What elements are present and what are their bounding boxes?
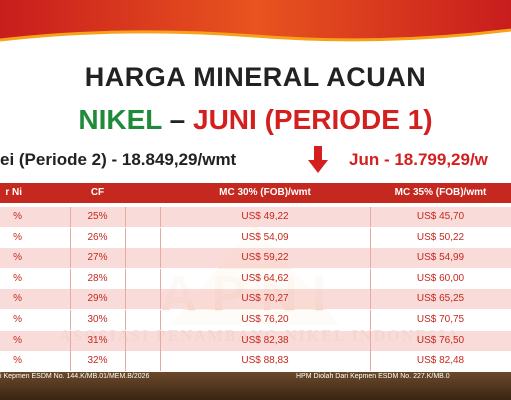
table-row: % 30% US$ 76,20 US$ 70,75 — [0, 310, 511, 330]
column-separator — [160, 310, 161, 330]
column-separator — [370, 207, 371, 227]
table-row: % 26% US$ 54,09 US$ 50,22 — [0, 227, 511, 248]
column-separator — [160, 289, 161, 310]
table-cell: 29% — [87, 293, 108, 305]
table-row: % 32% US$ 88,83 US$ 82,48 — [0, 351, 511, 372]
column-separator — [370, 227, 371, 248]
column-separator — [370, 310, 371, 330]
column-separator — [70, 207, 71, 227]
column-header: MC 35% (FOB)/wmt — [394, 187, 487, 198]
column-separator — [125, 351, 126, 372]
table-cell: US$ 50,22 — [416, 231, 465, 243]
table-cell: % — [13, 211, 22, 222]
table-cell: % — [13, 272, 22, 284]
column-separator — [160, 330, 161, 351]
column-header: CF — [90, 187, 105, 198]
table-cell: US$ 76,20 — [241, 314, 289, 325]
table-cell: US$ 54,99 — [416, 252, 465, 264]
table-cell: US$ 70,27 — [241, 293, 289, 305]
column-header: MC 30% (FOB)/wmt — [219, 187, 311, 198]
table-row: % 31% US$ 82,38 US$ 76,50 — [0, 330, 511, 351]
column-separator — [160, 207, 161, 227]
column-separator — [125, 248, 126, 269]
column-separator — [370, 289, 371, 310]
table-row: % 29% US$ 70,27 US$ 65,25 — [0, 289, 511, 310]
table-row: % 28% US$ 64,62 US$ 60,00 — [0, 268, 511, 289]
top-band — [0, 0, 511, 42]
table-cell: 32% — [87, 355, 108, 367]
table-cell: % — [13, 355, 22, 367]
table-cell: % — [13, 314, 22, 325]
table-cell: 26% — [87, 231, 108, 243]
column-separator — [70, 330, 71, 351]
column-separator — [125, 289, 126, 310]
table-cell: 25% — [87, 211, 108, 222]
column-separator — [70, 268, 71, 289]
table-cell: US$ 76,50 — [416, 334, 465, 346]
current-price: Jun - 18.799,29/w — [349, 150, 488, 169]
table-cell: US$ 45,70 — [416, 211, 465, 222]
column-separator — [370, 351, 371, 372]
subtitle-red: JUNI (PERIODE 1) — [193, 104, 433, 135]
table-cell: US$ 59,22 — [241, 252, 289, 264]
column-separator — [125, 330, 126, 351]
column-header: r Ni — [5, 187, 22, 198]
subtitle: NIKEL – JUNI (PERIODE 1) — [0, 104, 511, 136]
column-separator — [125, 310, 126, 330]
column-separator — [125, 207, 126, 227]
column-separator — [125, 268, 126, 289]
footer-left: i Kepmen ESDM No. 144.K/MB.01/MEM.B/2026 — [0, 373, 150, 380]
column-separator — [70, 351, 71, 372]
down-arrow — [308, 146, 328, 173]
table-cell: US$ 49,22 — [241, 211, 289, 222]
table-cell: US$ 82,48 — [416, 355, 465, 367]
column-separator — [160, 248, 161, 269]
table-cell: US$ 54,09 — [241, 231, 289, 243]
table-cell: US$ 82,38 — [241, 334, 289, 346]
table-cell: % — [13, 293, 22, 305]
table-row: % 25% US$ 49,22 US$ 45,70 — [0, 207, 511, 227]
footer-band — [0, 372, 511, 400]
column-separator — [70, 248, 71, 269]
column-separator — [70, 289, 71, 310]
column-separator — [370, 268, 371, 289]
table-cell: US$ 70,75 — [416, 314, 465, 325]
table-cell: 28% — [87, 272, 108, 284]
column-separator — [370, 248, 371, 269]
subtitle-green: NIKEL — [78, 104, 162, 135]
footer-right: HPM Diolah Dari Kepmen ESDM No. 227.K/MB… — [296, 373, 450, 380]
previous-price: ei (Periode 2) - 18.849,29/wmt — [0, 150, 237, 169]
column-separator — [70, 227, 71, 248]
table-row: % 27% US$ 59,22 US$ 54,99 — [0, 248, 511, 269]
table-cell: 27% — [87, 252, 108, 264]
column-separator — [160, 227, 161, 248]
table-cell: % — [13, 334, 22, 346]
column-separator — [125, 227, 126, 248]
table-cell: US$ 88,83 — [241, 355, 289, 367]
table-cell: US$ 60,00 — [416, 272, 465, 284]
table-cell: % — [13, 252, 22, 264]
column-separator — [370, 330, 371, 351]
table-cell: % — [13, 231, 22, 243]
table-cell: US$ 64,62 — [241, 272, 289, 284]
title: HARGA MINERAL ACUAN — [84, 62, 427, 92]
column-separator — [160, 351, 161, 372]
subtitle-dash: – — [169, 104, 186, 135]
table-cell: 31% — [87, 334, 108, 346]
table-cell: US$ 65,25 — [416, 293, 465, 305]
column-separator — [160, 268, 161, 289]
header-row: r Ni CF MC 30% (FOB)/wmt MC 35% (FOB)/wmt — [0, 183, 511, 203]
table-cell: 30% — [87, 314, 108, 325]
column-separator — [70, 310, 71, 330]
